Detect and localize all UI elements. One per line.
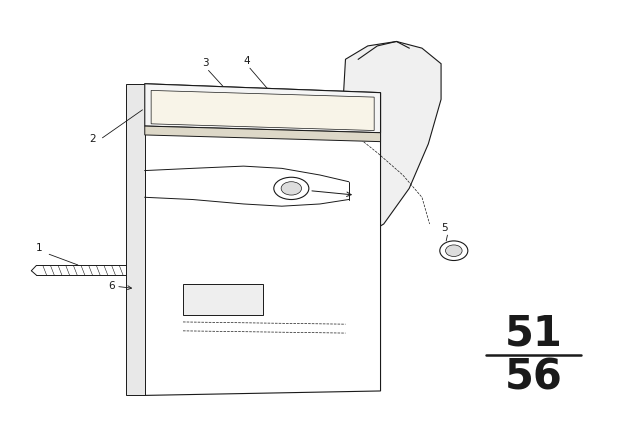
Polygon shape [125,84,145,396]
Circle shape [445,245,462,257]
Text: 2: 2 [89,134,96,144]
Text: 5: 5 [441,223,447,233]
Text: 51: 51 [504,312,563,354]
Text: 56: 56 [504,357,563,399]
Text: 4: 4 [243,56,250,66]
Circle shape [440,241,468,260]
Polygon shape [339,42,441,237]
Ellipse shape [281,182,301,195]
Polygon shape [145,126,381,142]
Polygon shape [145,84,381,396]
Text: 6: 6 [108,281,115,291]
Text: 1: 1 [36,243,43,253]
Text: 3: 3 [202,58,209,68]
Polygon shape [151,90,374,130]
Polygon shape [183,284,262,315]
Ellipse shape [274,177,309,199]
Polygon shape [145,84,381,133]
